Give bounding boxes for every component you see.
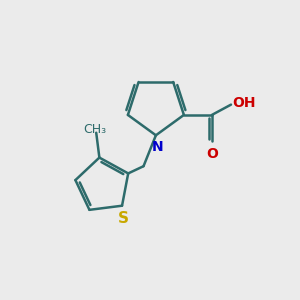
Text: OH: OH <box>232 96 256 110</box>
Text: CH₃: CH₃ <box>84 123 107 136</box>
Text: O: O <box>206 147 218 161</box>
Text: S: S <box>118 211 129 226</box>
Text: N: N <box>152 140 164 154</box>
